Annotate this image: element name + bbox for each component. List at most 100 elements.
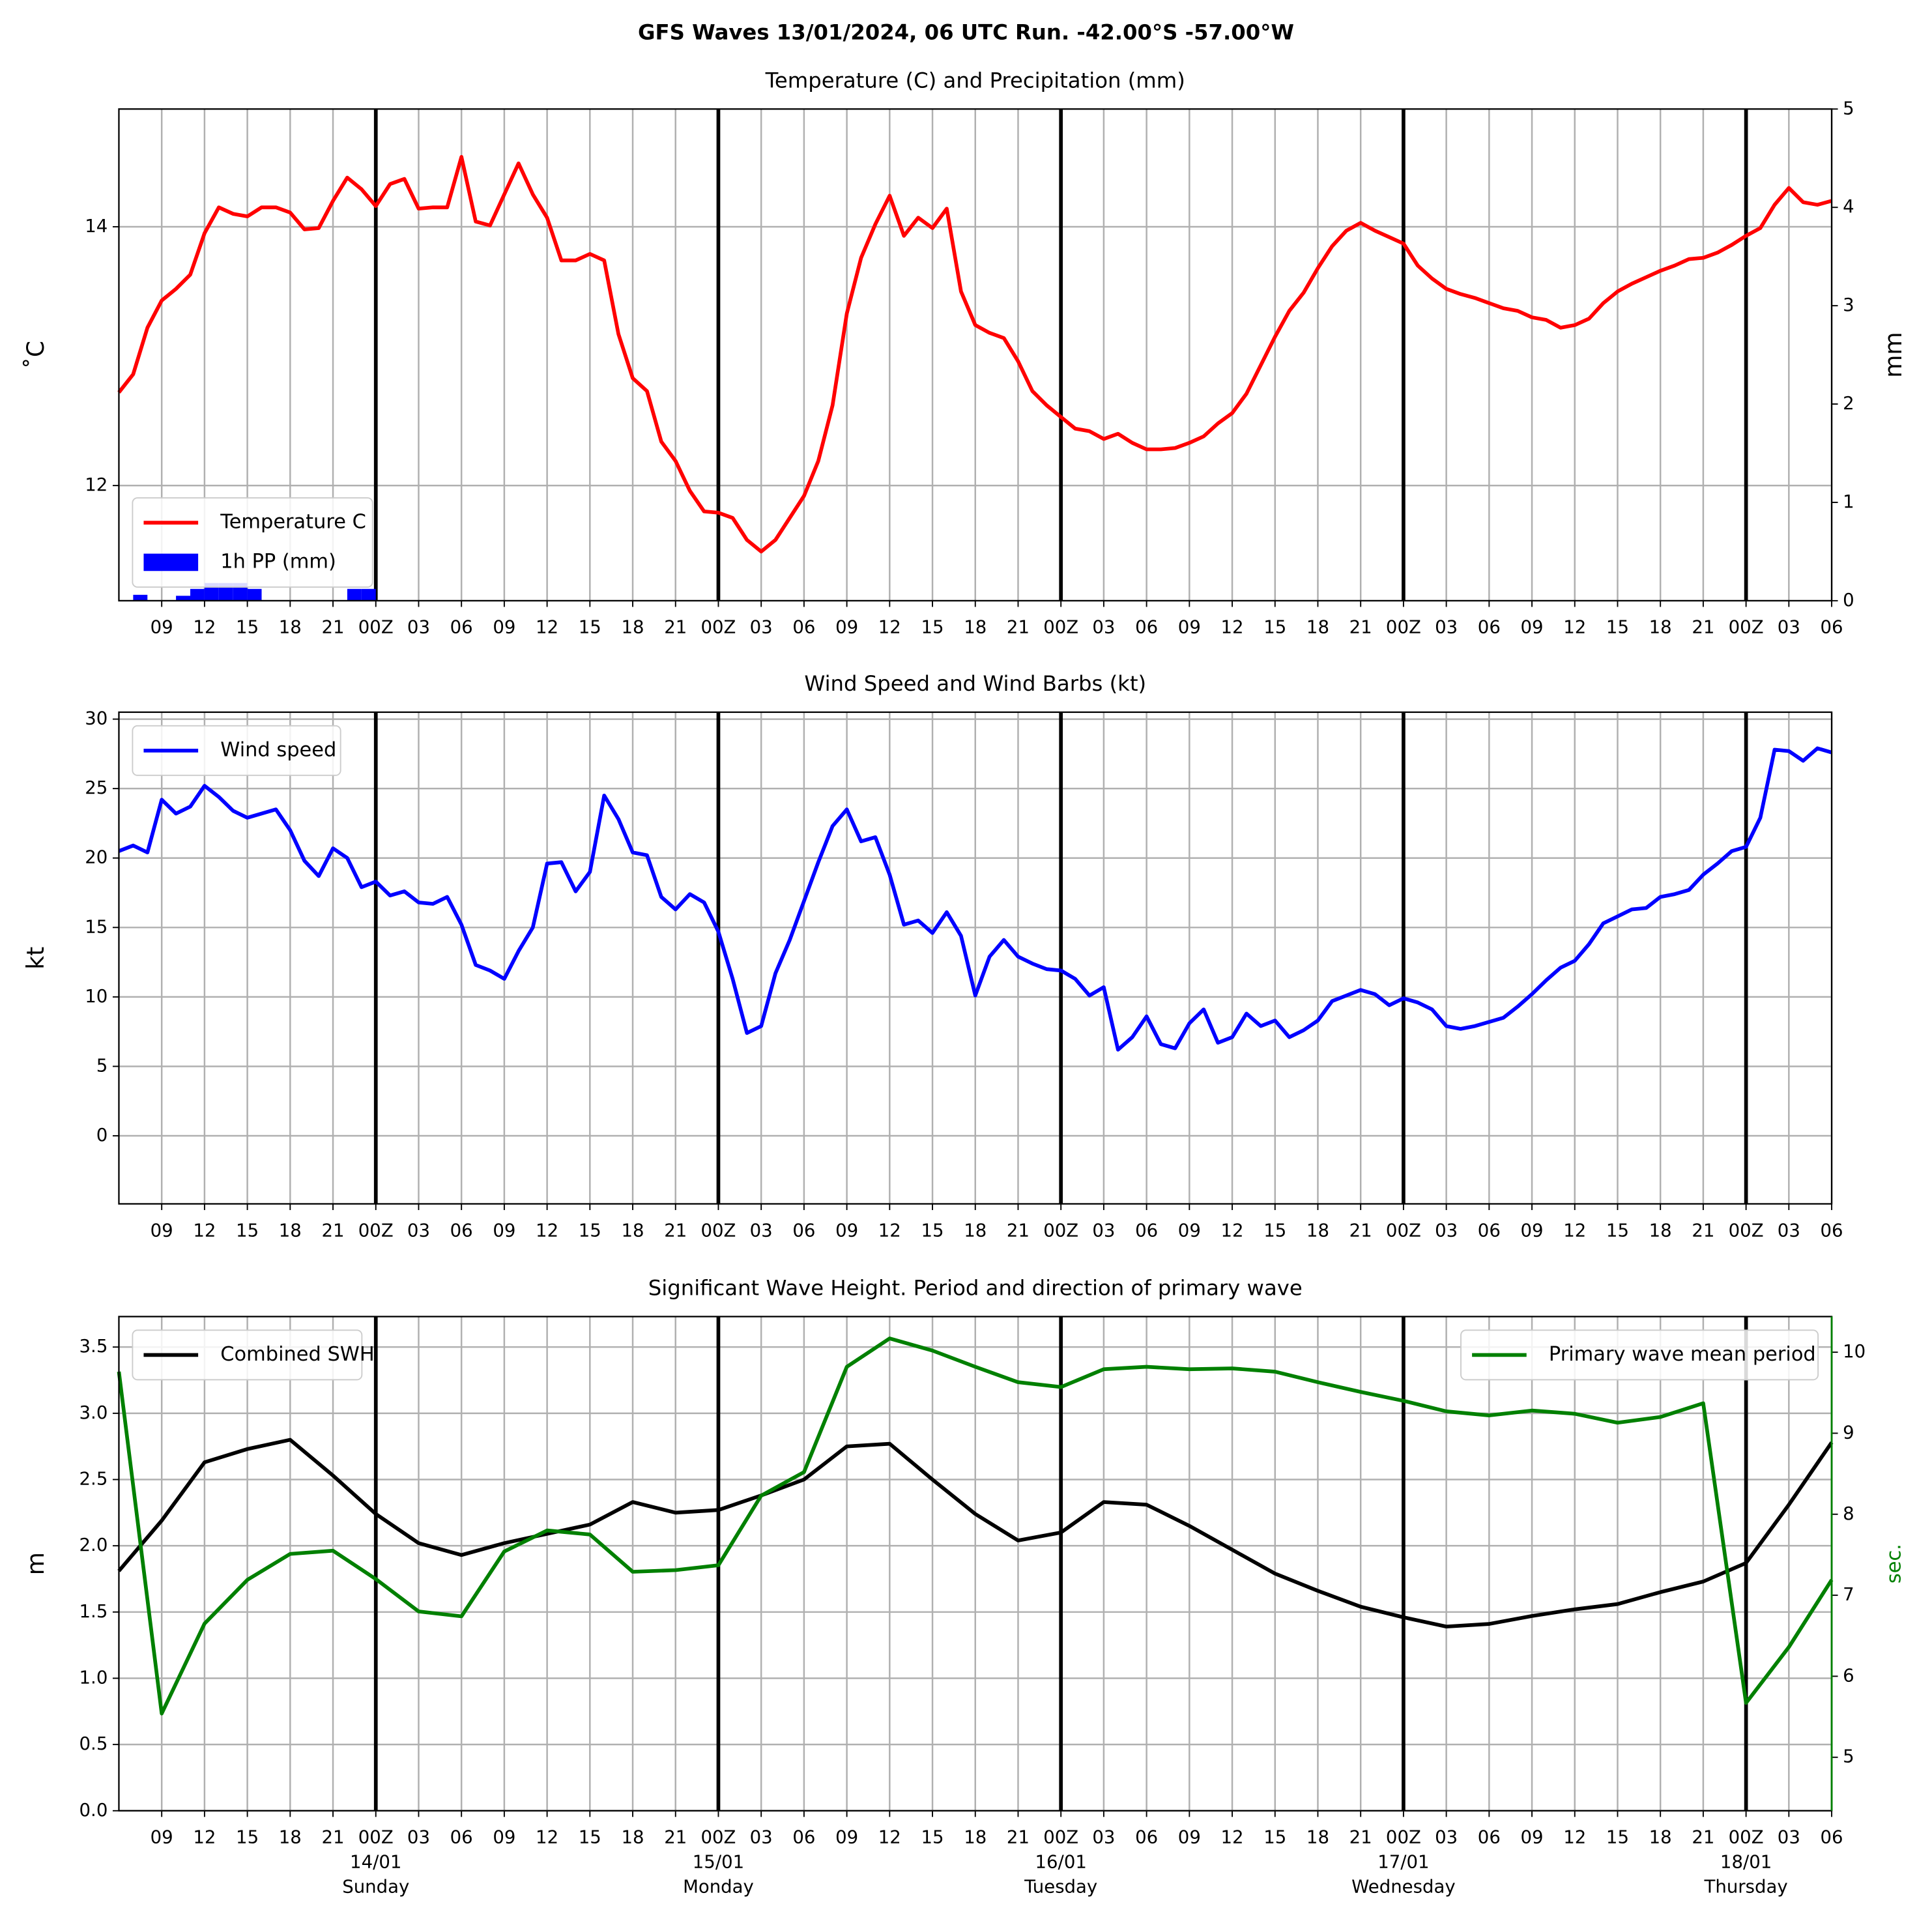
y2-tick-label: 0 xyxy=(1843,590,1854,611)
x-tick-label: 03 xyxy=(1092,1220,1115,1241)
x-tick-label: 21 xyxy=(664,1827,687,1848)
y-tick-label: 1.5 xyxy=(79,1601,108,1622)
x-tick-label: 09 xyxy=(1521,617,1544,638)
y-tick-label: 0.5 xyxy=(79,1733,108,1754)
x-tick-label: 03 xyxy=(1092,1827,1115,1848)
x-tick-label: 12 xyxy=(1563,617,1586,638)
x-tick-label: 03 xyxy=(1092,617,1115,638)
panel-title: Wind Speed and Wind Barbs (kt) xyxy=(804,671,1146,696)
series-line xyxy=(117,1336,1834,1716)
x-tick-label: 03 xyxy=(1778,1827,1800,1848)
panel-title: Temperature (C) and Precipitation (mm) xyxy=(765,68,1185,93)
y-tick-label: 0.0 xyxy=(79,1800,108,1821)
x-tick-label: 00Z xyxy=(358,1220,394,1241)
bar xyxy=(176,596,190,601)
x-tick-label: 15 xyxy=(236,617,259,638)
y2-tick-label: 10 xyxy=(1843,1341,1866,1362)
x-tick-label: 06 xyxy=(792,1827,815,1848)
x-tick-label: 06 xyxy=(1478,1827,1501,1848)
x-tick-label: 12 xyxy=(1221,1220,1244,1241)
x-tick-label: 21 xyxy=(664,617,687,638)
x-tick-label: 12 xyxy=(1221,1827,1244,1848)
y-tick-label: 2.0 xyxy=(79,1535,108,1555)
x-tick-label: 21 xyxy=(1692,1827,1714,1848)
x-tick-label: 15 xyxy=(921,617,944,638)
date-label: 14/01 xyxy=(350,1852,401,1873)
bar xyxy=(133,594,148,601)
x-tick-label: 00Z xyxy=(358,1827,394,1848)
x-tick-label: 21 xyxy=(1349,617,1372,638)
x-tick-label: 06 xyxy=(1821,617,1843,638)
x-tick-label: 00Z xyxy=(1386,617,1421,638)
y2-tick-label: 5 xyxy=(1843,1746,1854,1767)
y-tick-label: 1.0 xyxy=(79,1667,108,1688)
day-label: Monday xyxy=(683,1877,754,1898)
x-tick-label: 18 xyxy=(622,1827,644,1848)
x-tick-label: 21 xyxy=(1007,617,1030,638)
x-tick-label: 00Z xyxy=(1729,1220,1764,1241)
x-tick-label: 18 xyxy=(279,617,302,638)
day-label: Thursday xyxy=(1704,1877,1788,1898)
x-tick-label: 03 xyxy=(750,1220,773,1241)
y2-tick-label: 5 xyxy=(1843,98,1854,119)
x-tick-label: 21 xyxy=(1349,1220,1372,1241)
x-tick-label: 21 xyxy=(1692,617,1714,638)
x-tick-label: 18 xyxy=(1649,617,1672,638)
x-tick-label: 12 xyxy=(536,617,558,638)
y2-tick-label: 3 xyxy=(1843,295,1854,315)
x-tick-label: 06 xyxy=(792,617,815,638)
x-tick-label: 21 xyxy=(1349,1827,1372,1848)
x-tick-label: 03 xyxy=(750,1827,773,1848)
y2-tick-label: 9 xyxy=(1843,1422,1854,1443)
x-tick-label: 18 xyxy=(279,1220,302,1241)
x-tick-label: 12 xyxy=(536,1220,558,1241)
x-tick-label: 18 xyxy=(1649,1827,1672,1848)
legend-label: Primary wave mean period xyxy=(1549,1343,1816,1366)
x-tick-label: 00Z xyxy=(1386,1827,1421,1848)
x-tick-label: 12 xyxy=(193,1220,216,1241)
legend-box xyxy=(132,725,341,776)
x-tick-label: 03 xyxy=(1435,1220,1458,1241)
x-tick-label: 21 xyxy=(1007,1220,1030,1241)
x-tick-label: 06 xyxy=(1821,1827,1843,1848)
x-tick-label: 18 xyxy=(1649,1220,1672,1241)
x-tick-label: 06 xyxy=(1135,1827,1158,1848)
x-tick-label: 18 xyxy=(1306,1220,1329,1241)
x-tick-label: 09 xyxy=(1521,1220,1544,1241)
x-tick-label: 18 xyxy=(622,617,644,638)
x-tick-label: 15 xyxy=(1263,1220,1286,1241)
legend-label: Wind speed xyxy=(220,738,336,761)
x-tick-label: 12 xyxy=(878,1220,901,1241)
plot-frame xyxy=(118,108,1833,602)
x-tick-label: 06 xyxy=(792,1220,815,1241)
x-tick-label: 18 xyxy=(622,1220,644,1241)
x-tick-label: 21 xyxy=(322,617,345,638)
y2-tick-label: 4 xyxy=(1843,196,1854,217)
x-tick-label: 09 xyxy=(151,1827,173,1848)
x-tick-label: 00Z xyxy=(1043,1220,1078,1241)
x-tick-label: 15 xyxy=(1606,617,1629,638)
x-tick-label: 06 xyxy=(1821,1220,1843,1241)
x-tick-label: 09 xyxy=(1178,1220,1201,1241)
x-tick-label: 15 xyxy=(236,1827,259,1848)
y-tick-label: 10 xyxy=(85,986,108,1007)
y-tick-label: 15 xyxy=(85,916,108,937)
x-tick-label: 03 xyxy=(407,617,430,638)
x-tick-label: 18 xyxy=(964,1827,987,1848)
x-tick-label: 09 xyxy=(493,1827,515,1848)
x-tick-label: 09 xyxy=(493,617,515,638)
x-tick-label: 15 xyxy=(1606,1827,1629,1848)
y2-tick-label: 7 xyxy=(1843,1584,1854,1605)
x-tick-label: 12 xyxy=(1221,617,1244,638)
legend-label: 1h PP (mm) xyxy=(220,550,336,573)
legend-label: Combined SWH xyxy=(220,1343,374,1366)
y2-axis-label: mm xyxy=(1879,332,1907,377)
y-tick-label: 3.0 xyxy=(79,1402,108,1423)
date-label: 16/01 xyxy=(1035,1852,1086,1873)
x-tick-label: 18 xyxy=(1306,1827,1329,1848)
x-tick-label: 12 xyxy=(1563,1827,1586,1848)
x-tick-label: 21 xyxy=(1692,1220,1714,1241)
x-tick-label: 09 xyxy=(151,617,173,638)
x-tick-label: 03 xyxy=(750,617,773,638)
